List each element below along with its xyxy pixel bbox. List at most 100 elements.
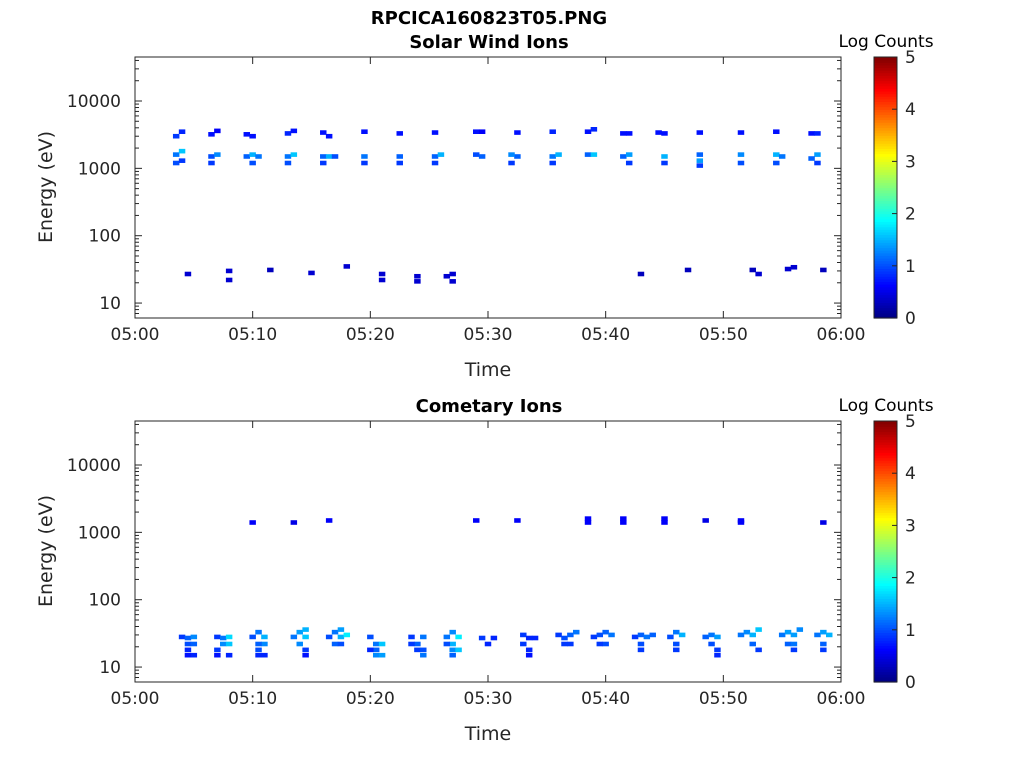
colorbar-segment <box>874 145 897 149</box>
heatmap-cell <box>584 516 592 521</box>
colorbar-segment <box>874 119 897 123</box>
x-tick-label: 05:00 <box>111 689 160 709</box>
heatmap-cell <box>661 160 668 166</box>
colorbar-segment <box>874 499 897 503</box>
heatmap-cell <box>190 641 198 647</box>
heatmap-cell <box>214 634 221 640</box>
colorbar-segment <box>874 244 897 249</box>
heatmap-cell <box>443 634 451 640</box>
colorbar-segment <box>874 127 897 131</box>
colorbar-segment <box>874 150 897 155</box>
heatmap-cell <box>684 267 692 273</box>
heatmap-cell <box>449 629 456 635</box>
colorbar-segment <box>874 315 897 319</box>
colorbar-tick-label: 0 <box>905 673 916 693</box>
heatmap-cell <box>320 160 327 166</box>
colorbar-segment <box>874 132 897 136</box>
colorbar-segment <box>874 470 897 474</box>
colorbar-segment <box>874 611 897 615</box>
heatmap-cell <box>525 647 533 653</box>
heatmap-cell <box>814 632 821 638</box>
colorbar-segment <box>874 601 897 605</box>
heatmap-cell <box>625 152 633 157</box>
colorbar-segment <box>874 161 897 165</box>
heatmap-cell <box>737 152 745 157</box>
colorbar-segment <box>874 177 897 181</box>
colorbar-segment <box>874 111 897 116</box>
colorbar-segment <box>874 124 897 129</box>
heatmap-cell <box>343 632 351 638</box>
heatmap-cell <box>455 647 462 653</box>
heatmap-cell <box>673 641 680 647</box>
colorbar-segment <box>874 312 897 316</box>
heatmap-cell <box>790 632 798 638</box>
heatmap-cell <box>302 634 309 640</box>
colorbar-segment <box>874 554 897 558</box>
heatmap-cell <box>325 154 333 159</box>
x-tick-label: 05:10 <box>228 689 277 709</box>
colorbar-segment <box>874 637 897 641</box>
heatmap-cell <box>320 154 327 159</box>
colorbar-segment <box>874 444 897 448</box>
colorbar-segment <box>874 574 897 579</box>
colorbar-segment <box>874 439 897 443</box>
colorbar-segment <box>874 494 897 498</box>
colorbar-segment <box>874 83 897 87</box>
heatmap-cell <box>590 127 598 132</box>
heatmap-cell <box>225 277 233 283</box>
colorbar-segment <box>874 580 897 584</box>
heatmap-cell <box>420 647 427 653</box>
heatmap-cell <box>661 520 668 525</box>
x-tick-label: 06:00 <box>817 689 866 709</box>
colorbar-segment <box>874 88 897 92</box>
colorbar-segment <box>874 663 897 667</box>
colorbar-segment <box>874 85 897 89</box>
colorbar: 0 1 2 3 4 5 <box>873 48 916 329</box>
heatmap-cell <box>302 647 309 653</box>
heatmap-cell <box>325 634 333 640</box>
colorbar-segment <box>874 488 897 493</box>
colorbar-segment <box>874 304 897 309</box>
heatmap-cell <box>443 273 451 279</box>
colorbar-segment <box>874 187 897 191</box>
colorbar-segment <box>874 635 897 639</box>
heatmap-cell <box>820 267 827 273</box>
colorbar-segment <box>874 72 897 76</box>
colorbar-frame <box>873 420 898 683</box>
colorbar-tick-label: 5 <box>905 412 916 432</box>
colorbar-segment <box>874 655 897 660</box>
colorbar-segment <box>874 512 897 516</box>
colorbar-segment <box>874 538 897 542</box>
heatmap-cell <box>743 629 751 635</box>
axes: 05:00 05:10 05:20 05:30 05:40 05:50 06:00 10 100… <box>67 56 866 345</box>
heatmap-cell <box>249 634 256 640</box>
colorbar-segment <box>874 629 897 634</box>
heatmap-cell <box>714 634 721 640</box>
heatmap-cell <box>773 160 780 166</box>
heatmap-cell <box>708 641 715 647</box>
colorbar-segment <box>874 166 897 170</box>
heatmap-cell <box>561 641 568 647</box>
colorbar-segment <box>874 210 897 215</box>
heatmap-cell <box>820 629 827 635</box>
y-tick-label: 1000 <box>78 523 121 543</box>
heatmap-cell <box>584 520 592 525</box>
colorbar-segment <box>874 483 897 487</box>
heatmap-cell <box>255 652 262 658</box>
heatmap-cell <box>555 632 562 638</box>
x-tick-label: 05:20 <box>346 325 395 345</box>
heatmap-cell <box>749 632 756 638</box>
colorbar-segment <box>874 289 897 293</box>
colorbar-segment <box>874 257 897 262</box>
heatmap-cell <box>449 652 456 658</box>
colorbar-segment <box>874 278 897 283</box>
colorbar-segment <box>874 447 897 451</box>
colorbar-segment <box>874 114 897 118</box>
colorbar-segment <box>874 156 897 160</box>
heatmap-cell <box>637 641 645 647</box>
colorbar-segment <box>874 478 897 482</box>
heatmap-cell <box>255 154 262 159</box>
colorbar-tick-label: 3 <box>905 152 916 172</box>
colorbar-segment <box>874 608 897 613</box>
x-tick-label: 05:50 <box>699 325 748 345</box>
